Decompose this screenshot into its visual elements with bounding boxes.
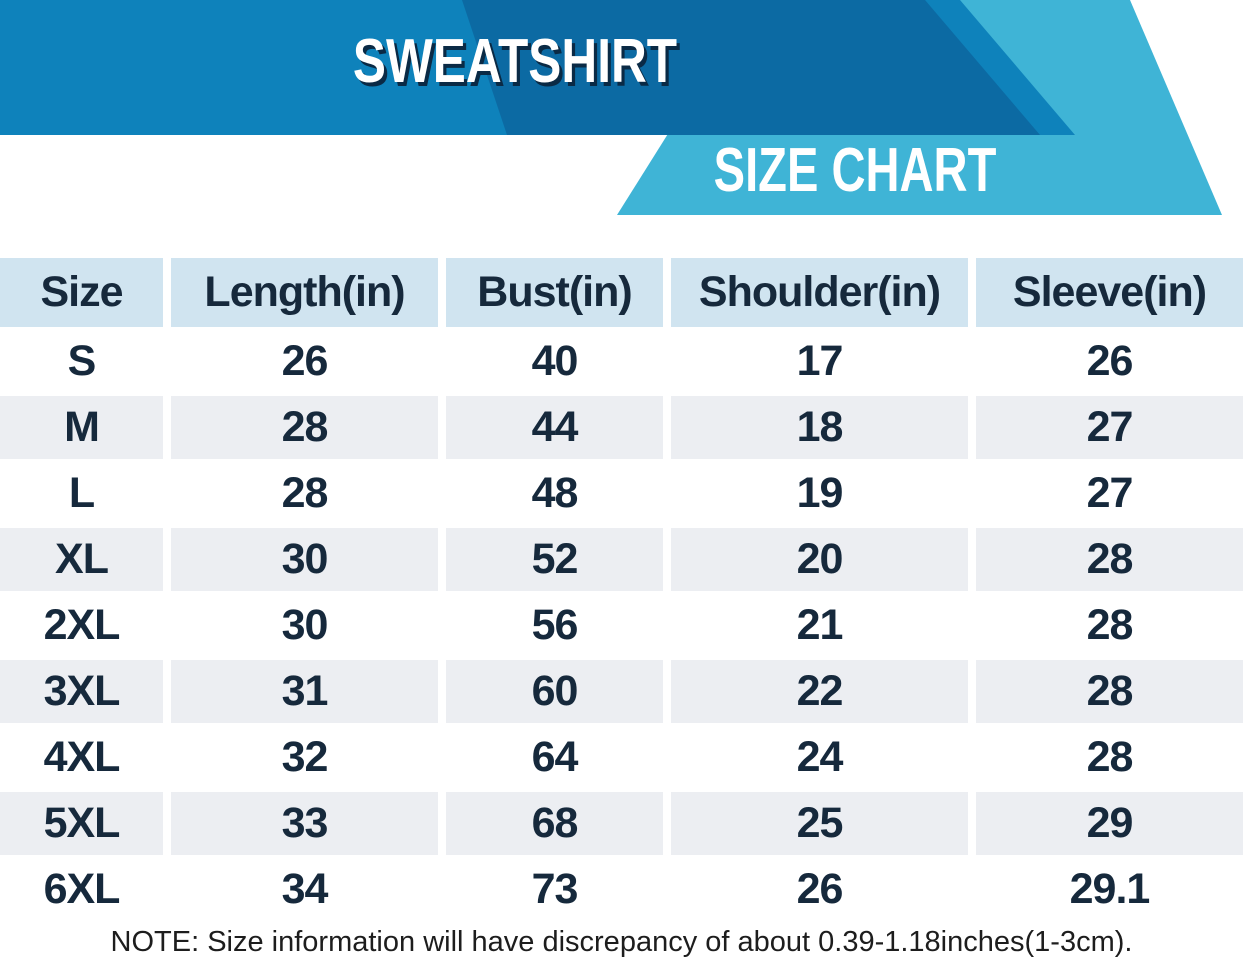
size-cell: 5XL: [0, 792, 163, 855]
page-title: SWEATSHIRT: [352, 27, 678, 96]
size-cell: 6XL: [0, 858, 163, 921]
size-cell: M: [0, 396, 163, 459]
column-header-bust: Bust(in): [446, 258, 663, 327]
measurement-cell: 27: [976, 462, 1243, 525]
table-row: 5XL 33 68 25 29: [0, 792, 1243, 855]
table-row: 2XL 30 56 21 28: [0, 594, 1243, 657]
measurement-cell: 33: [171, 792, 438, 855]
column-header-sleeve: Sleeve(in): [976, 258, 1243, 327]
measurement-cell: 29.1: [976, 858, 1243, 921]
table-row: M 28 44 18 27: [0, 396, 1243, 459]
table-row: XL 30 52 20 28: [0, 528, 1243, 591]
size-cell: S: [0, 330, 163, 393]
measurement-cell: 28: [976, 594, 1243, 657]
measurement-cell: 60: [446, 660, 663, 723]
measurement-cell: 20: [671, 528, 968, 591]
column-header-shoulder: Shoulder(in): [671, 258, 968, 327]
measurement-cell: 30: [171, 528, 438, 591]
banner-dark-shape: [462, 0, 1040, 135]
size-table: Size Length(in) Bust(in) Shoulder(in) Sl…: [0, 255, 1243, 924]
size-table-container: Size Length(in) Bust(in) Shoulder(in) Sl…: [0, 255, 1243, 924]
measurement-cell: 17: [671, 330, 968, 393]
table-header-row: Size Length(in) Bust(in) Shoulder(in) Sl…: [0, 258, 1243, 327]
measurement-cell: 28: [171, 462, 438, 525]
table-row: L 28 48 19 27: [0, 462, 1243, 525]
measurement-cell: 56: [446, 594, 663, 657]
measurement-cell: 27: [976, 396, 1243, 459]
measurement-cell: 28: [976, 726, 1243, 789]
table-row: 4XL 32 64 24 28: [0, 726, 1243, 789]
measurement-cell: 21: [671, 594, 968, 657]
table-row: 6XL 34 73 26 29.1: [0, 858, 1243, 921]
measurement-cell: 19: [671, 462, 968, 525]
measurement-cell: 25: [671, 792, 968, 855]
measurement-cell: 32: [171, 726, 438, 789]
measurement-cell: 24: [671, 726, 968, 789]
measurement-cell: 34: [171, 858, 438, 921]
measurement-cell: 30: [171, 594, 438, 657]
table-row: 3XL 31 60 22 28: [0, 660, 1243, 723]
page-subtitle: SIZE CHART: [713, 136, 997, 205]
measurement-cell: 26: [976, 330, 1243, 393]
measurement-cell: 44: [446, 396, 663, 459]
measurement-cell: 26: [671, 858, 968, 921]
size-note: NOTE: Size information will have discrep…: [110, 926, 1133, 958]
measurement-cell: 64: [446, 726, 663, 789]
measurement-cell: 52: [446, 528, 663, 591]
size-cell: XL: [0, 528, 163, 591]
measurement-cell: 22: [671, 660, 968, 723]
size-cell: 3XL: [0, 660, 163, 723]
column-header-length: Length(in): [171, 258, 438, 327]
measurement-cell: 40: [446, 330, 663, 393]
banner-decoration: [0, 0, 1222, 215]
measurement-cell: 18: [671, 396, 968, 459]
size-cell: 4XL: [0, 726, 163, 789]
measurement-cell: 68: [446, 792, 663, 855]
measurement-cell: 31: [171, 660, 438, 723]
size-cell: L: [0, 462, 163, 525]
size-cell: 2XL: [0, 594, 163, 657]
measurement-cell: 73: [446, 858, 663, 921]
table-row: S 26 40 17 26: [0, 330, 1243, 393]
measurement-cell: 29: [976, 792, 1243, 855]
measurement-cell: 26: [171, 330, 438, 393]
measurement-cell: 28: [171, 396, 438, 459]
measurement-cell: 28: [976, 528, 1243, 591]
measurement-cell: 28: [976, 660, 1243, 723]
column-header-size: Size: [0, 258, 163, 327]
measurement-cell: 48: [446, 462, 663, 525]
